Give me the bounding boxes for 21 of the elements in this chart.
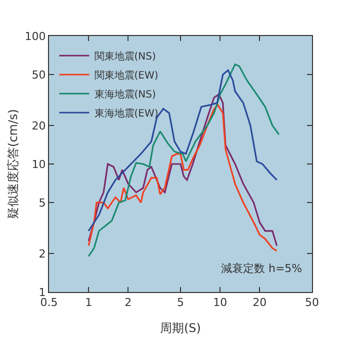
- x-tick-label: 0.5: [40, 296, 58, 310]
- y-tick-label: 20: [32, 119, 46, 132]
- y-tick-label: 1: [38, 286, 46, 299]
- x-tick-label: 2: [124, 296, 132, 310]
- x-tick-label: 20: [252, 296, 267, 310]
- annotation: 減衰定数 h=5%: [221, 262, 302, 275]
- x-tick-label: 50: [305, 296, 319, 310]
- y-tick-label: 100: [24, 30, 46, 43]
- legend-label: 東海地震(EW): [94, 108, 158, 120]
- x-tick-label: 10: [213, 296, 228, 310]
- x-tick-label: 1: [85, 296, 92, 310]
- legend-label: 関東地震(EW): [94, 70, 158, 82]
- x-axis-title: 周期(S): [160, 321, 201, 336]
- y-tick-label: 50: [32, 68, 46, 82]
- y-tick-label: 2: [38, 247, 46, 260]
- x-tick-label: 5: [177, 296, 184, 310]
- legend-label: 関東地震(NS): [94, 50, 156, 63]
- y-tick-label: 5: [38, 196, 46, 210]
- y-axis-title: 疑似速度応答(cm/s): [6, 109, 20, 219]
- legend-label: 東海地震(NS): [94, 88, 156, 101]
- y-tick-label: 10: [32, 158, 46, 171]
